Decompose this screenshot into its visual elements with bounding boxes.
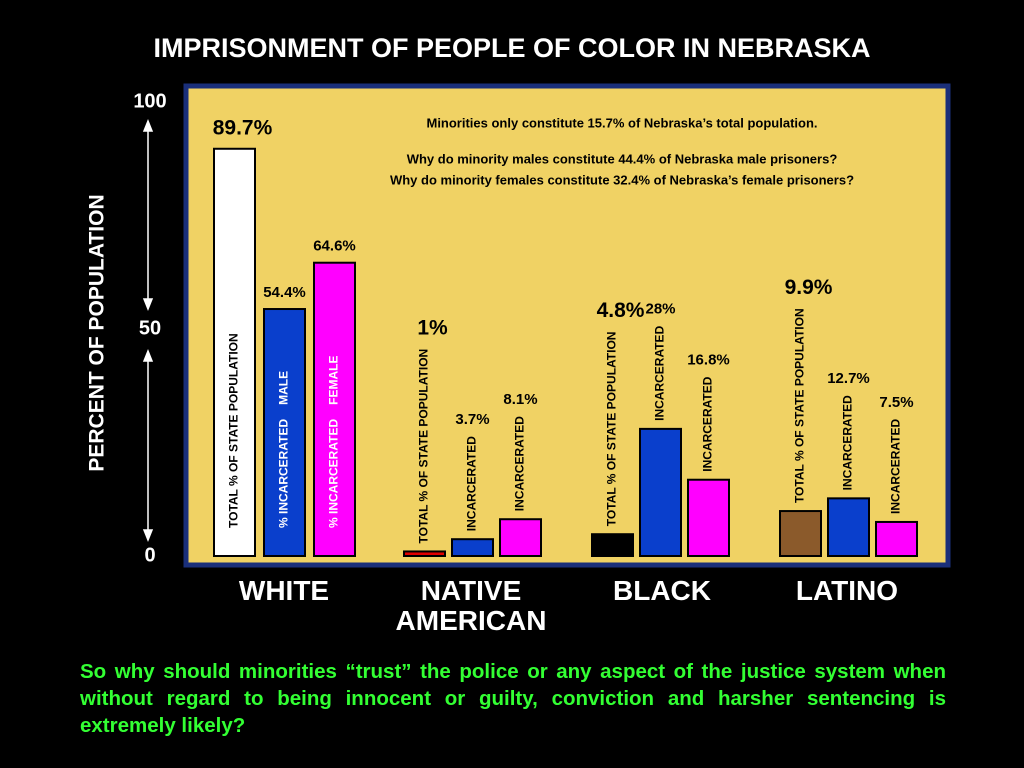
value-label: 12.7% — [827, 370, 870, 387]
chart-title: IMPRISONMENT OF PEOPLE OF COLOR IN NEBRA… — [153, 33, 870, 63]
bar — [451, 538, 494, 558]
bar — [313, 261, 356, 557]
value-label: 9.9% — [785, 276, 833, 299]
bar — [263, 308, 306, 557]
bar — [403, 550, 446, 558]
bar-label: INCARCERATED — [513, 416, 527, 511]
annotation: Why do minority males constitute 44.4% o… — [407, 151, 838, 166]
bar-label: INCARCERATED — [841, 395, 855, 490]
axis-arrows — [142, 118, 154, 543]
value-label: 64.6% — [313, 238, 356, 255]
bar-label: INCARCERATED — [653, 325, 667, 420]
category-label: WHITE — [238, 575, 330, 606]
bar — [875, 520, 918, 558]
bar-label: % INCARCERATED — [327, 419, 341, 528]
bar — [639, 427, 682, 558]
bar-label: INCARCERATED — [701, 376, 715, 471]
bar-label: TOTAL % OF STATE POPULATION — [417, 349, 431, 544]
bar — [213, 147, 256, 557]
bar — [779, 510, 822, 557]
category-label: NATIVE AMERICAN — [395, 575, 547, 636]
bar-label: % INCARCERATED — [277, 419, 291, 528]
category-label: BLACK — [613, 575, 711, 606]
y-tick-label: 50 — [139, 317, 161, 339]
value-label: 54.4% — [263, 284, 306, 301]
annotation: Minorities only constitute 15.7% of Nebr… — [426, 115, 817, 130]
y-tick-label: 0 — [144, 544, 155, 566]
bar-label: INCARCERATED — [465, 436, 479, 531]
value-label: 28% — [645, 301, 675, 318]
bar-sublabel: MALE — [277, 371, 291, 405]
value-label: 3.7% — [455, 411, 489, 428]
bar-label: TOTAL % OF STATE POPULATION — [227, 333, 241, 528]
value-label: 1% — [417, 316, 448, 339]
bar-label: INCARCERATED — [889, 419, 903, 514]
category-label: LATINO — [795, 575, 899, 606]
bar-label: TOTAL % OF STATE POPULATION — [793, 308, 807, 503]
value-label: 7.5% — [879, 394, 913, 411]
value-label: 16.8% — [687, 352, 730, 369]
value-label: 4.8% — [597, 299, 645, 322]
footer-text: So why should minorities “trust” the pol… — [80, 660, 946, 737]
bar — [591, 533, 634, 558]
bar — [827, 497, 870, 558]
y-tick-label: 100 — [133, 90, 166, 112]
y-axis-label: PERCENT OF POPULATION — [86, 194, 109, 471]
value-label: 89.7% — [213, 116, 273, 139]
annotation: Why do minority females constitute 32.4%… — [390, 172, 854, 187]
value-label: 8.1% — [503, 391, 537, 408]
bar-sublabel: FEMALE — [327, 356, 341, 405]
bar-label: TOTAL % OF STATE POPULATION — [605, 332, 619, 527]
bar — [499, 518, 542, 558]
bar — [687, 478, 730, 557]
